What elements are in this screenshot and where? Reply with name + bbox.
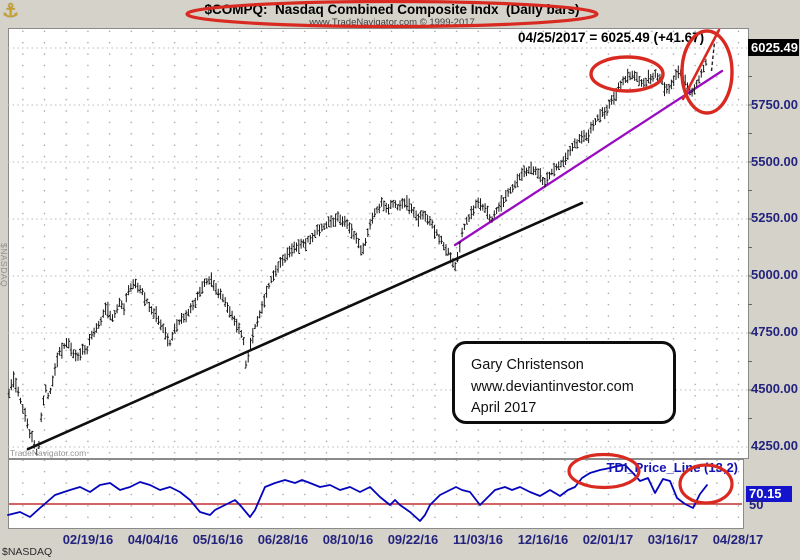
info-box: Gary Christenson www.deviantinvestor.com… <box>452 341 676 424</box>
page-subtitle: www.TradeNavigator.com © 1999-2017 <box>309 17 475 28</box>
indicator-level-label: 50 <box>749 497 764 512</box>
x-axis-label: 12/16/16 <box>517 532 569 547</box>
x-axis-label: 02/19/16 <box>62 532 114 547</box>
info-box-author: Gary Christenson <box>471 357 584 373</box>
y-axis-tick: 5750.00 <box>751 97 798 112</box>
y-axis-tick: 5000.00 <box>751 267 798 282</box>
anchor-icon: ⚓ <box>2 1 20 22</box>
indicator-name-label: TDI_Price_Line (13,2) <box>606 460 739 475</box>
x-axis-label: 03/16/17 <box>647 532 699 547</box>
y-axis-tick: 4750.00 <box>751 324 798 339</box>
watermark-label: TradeNavigator.com <box>10 448 87 458</box>
date-price-annotation: 04/25/2017 = 6025.49 (+41.67) <box>518 30 705 45</box>
x-axis-label: 05/16/16 <box>192 532 244 547</box>
x-axis-label: 04/28/17 <box>712 532 764 547</box>
x-axis-label: 02/01/17 <box>582 532 634 547</box>
x-axis-label: 11/03/16 <box>453 532 503 547</box>
current-price-box: 6025.49 <box>748 39 799 56</box>
x-axis-label: 06/28/16 <box>257 532 309 547</box>
info-box-website: www.deviantinvestor.com <box>471 378 634 395</box>
page-title: $COMPQ: Nasdaq Combined Composite Indx (… <box>204 2 580 17</box>
y-axis-tick: 5500.00 <box>751 154 798 169</box>
y-axis-tick: 5250.00 <box>751 210 798 225</box>
info-box-date: April 2017 <box>471 400 537 416</box>
indicator-value-box: 70.15 <box>746 486 792 502</box>
x-axis-label: 04/04/16 <box>127 532 179 547</box>
y-axis-tick: 4500.00 <box>751 381 798 396</box>
y-axis-tick: 4250.00 <box>751 438 798 453</box>
bottom-symbol-label: $NASDAQ <box>2 546 53 558</box>
x-axis-label: 08/10/16 <box>322 532 374 547</box>
left-symbol-label: $NASDAQ <box>0 243 9 288</box>
x-axis-label: 09/22/16 <box>387 532 439 547</box>
